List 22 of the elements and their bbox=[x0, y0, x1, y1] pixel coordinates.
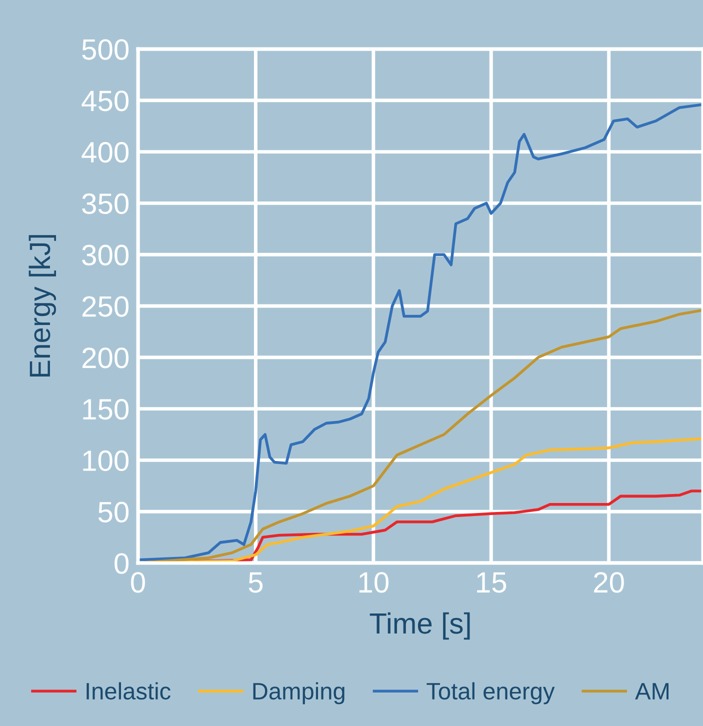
x-tick-label: 20 bbox=[594, 572, 624, 593]
y-tick-label: 500 bbox=[82, 39, 129, 60]
y-tick-label: 400 bbox=[82, 142, 129, 163]
y-tick-label: 150 bbox=[83, 399, 129, 420]
x-tick-label: 15 bbox=[477, 572, 506, 593]
legend-label: AM bbox=[635, 683, 669, 700]
y-tick-label: 250 bbox=[82, 296, 129, 317]
y-axis-title: Energy [kJ] bbox=[28, 235, 56, 377]
x-tick-label: 5 bbox=[248, 572, 263, 593]
x-axis-title: Time [s] bbox=[370, 612, 470, 640]
y-tick-label: 350 bbox=[82, 193, 129, 214]
y-tick-label: 100 bbox=[83, 450, 129, 472]
y-tick-label: 300 bbox=[82, 244, 129, 266]
y-tick-label: 0 bbox=[114, 553, 129, 574]
legend-label: Damping bbox=[253, 682, 344, 704]
x-tick-label: 0 bbox=[131, 572, 145, 593]
legend-label: Total energy bbox=[426, 682, 555, 704]
y-tick-label: 200 bbox=[82, 348, 129, 368]
y-tick-label: 450 bbox=[82, 90, 129, 112]
x-tick-label: 10 bbox=[359, 572, 388, 593]
y-tick-label: 50 bbox=[98, 502, 129, 522]
legend-label: Inelastic bbox=[86, 682, 170, 700]
